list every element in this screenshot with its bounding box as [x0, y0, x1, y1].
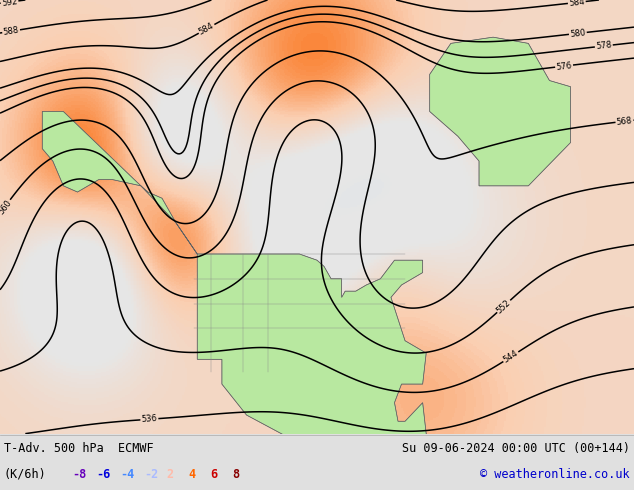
- Text: 536: 536: [141, 414, 158, 424]
- Text: -8: -8: [72, 467, 86, 481]
- Text: © weatheronline.co.uk: © weatheronline.co.uk: [481, 467, 630, 481]
- Text: Su 09-06-2024 00:00 UTC (00+144): Su 09-06-2024 00:00 UTC (00+144): [402, 442, 630, 455]
- Text: 560: 560: [0, 198, 13, 216]
- Text: 580: 580: [569, 28, 586, 39]
- Text: 584: 584: [197, 21, 216, 37]
- Text: 568: 568: [616, 116, 633, 127]
- Text: (K/6h): (K/6h): [4, 467, 47, 481]
- Text: 578: 578: [595, 41, 612, 51]
- Text: 552: 552: [495, 298, 512, 315]
- Text: 592: 592: [1, 0, 18, 7]
- Text: -6: -6: [96, 467, 110, 481]
- Polygon shape: [430, 37, 571, 186]
- Text: T-Adv. 500 hPa  ECMWF: T-Adv. 500 hPa ECMWF: [4, 442, 153, 455]
- Text: 8: 8: [232, 467, 239, 481]
- Text: 4: 4: [188, 467, 195, 481]
- Text: 576: 576: [555, 61, 573, 72]
- Text: -2: -2: [144, 467, 158, 481]
- Text: 2: 2: [166, 467, 173, 481]
- Text: 6: 6: [210, 467, 217, 481]
- Polygon shape: [42, 112, 458, 490]
- Text: 544: 544: [501, 349, 520, 365]
- Text: 584: 584: [569, 0, 585, 8]
- Text: 588: 588: [3, 25, 20, 37]
- Text: -4: -4: [120, 467, 134, 481]
